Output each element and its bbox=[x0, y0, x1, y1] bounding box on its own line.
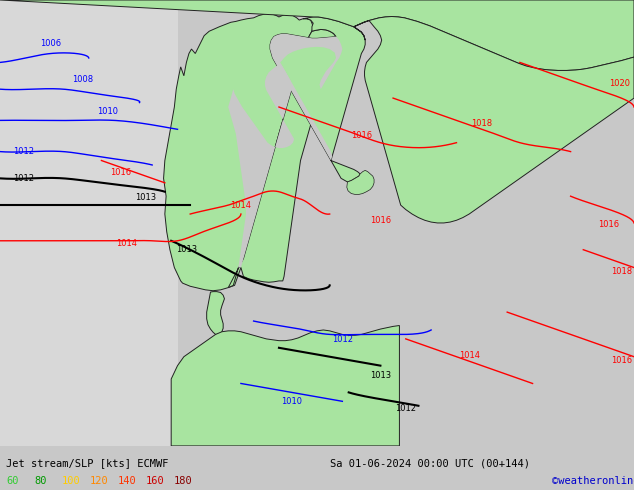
Text: 1014: 1014 bbox=[230, 201, 252, 210]
Text: 120: 120 bbox=[90, 476, 109, 487]
Text: 1013: 1013 bbox=[370, 371, 391, 380]
Text: 1013: 1013 bbox=[135, 193, 157, 202]
Text: 1012: 1012 bbox=[332, 336, 353, 344]
Polygon shape bbox=[0, 0, 178, 446]
Text: 1012: 1012 bbox=[395, 404, 417, 413]
Text: 1016: 1016 bbox=[110, 168, 131, 177]
Text: 1020: 1020 bbox=[609, 78, 630, 88]
Text: 1014: 1014 bbox=[116, 239, 138, 248]
Text: 1018: 1018 bbox=[471, 119, 493, 128]
Text: 1012: 1012 bbox=[13, 147, 34, 156]
Polygon shape bbox=[354, 17, 634, 223]
Text: 1014: 1014 bbox=[458, 351, 480, 360]
Text: Jet stream/SLP [kts] ECMWF: Jet stream/SLP [kts] ECMWF bbox=[6, 458, 169, 468]
Polygon shape bbox=[164, 13, 313, 291]
Polygon shape bbox=[228, 63, 294, 268]
Text: 1008: 1008 bbox=[72, 75, 93, 84]
Text: 1016: 1016 bbox=[598, 220, 619, 229]
Text: 1018: 1018 bbox=[611, 267, 632, 276]
Polygon shape bbox=[270, 34, 342, 161]
Polygon shape bbox=[0, 0, 634, 71]
Text: 160: 160 bbox=[146, 476, 165, 487]
Text: 1006: 1006 bbox=[40, 39, 61, 49]
Text: 60: 60 bbox=[6, 476, 19, 487]
Text: Sa 01-06-2024 00:00 UTC (00+144): Sa 01-06-2024 00:00 UTC (00+144) bbox=[330, 458, 529, 468]
Text: 80: 80 bbox=[34, 476, 47, 487]
Polygon shape bbox=[228, 29, 342, 288]
Polygon shape bbox=[347, 171, 374, 195]
Text: 1010: 1010 bbox=[97, 107, 119, 116]
Text: 1016: 1016 bbox=[351, 131, 372, 140]
Text: 1010: 1010 bbox=[281, 396, 302, 406]
Text: 180: 180 bbox=[174, 476, 193, 487]
Polygon shape bbox=[171, 325, 399, 446]
Polygon shape bbox=[270, 17, 365, 182]
Polygon shape bbox=[207, 292, 224, 334]
Text: 1013: 1013 bbox=[176, 245, 198, 254]
Text: 1012: 1012 bbox=[13, 174, 34, 183]
Text: 1016: 1016 bbox=[370, 216, 391, 225]
Text: 1016: 1016 bbox=[611, 356, 632, 366]
Text: 140: 140 bbox=[118, 476, 137, 487]
Text: ©weatheronline.co.uk: ©weatheronline.co.uk bbox=[552, 476, 634, 487]
Text: 100: 100 bbox=[62, 476, 81, 487]
